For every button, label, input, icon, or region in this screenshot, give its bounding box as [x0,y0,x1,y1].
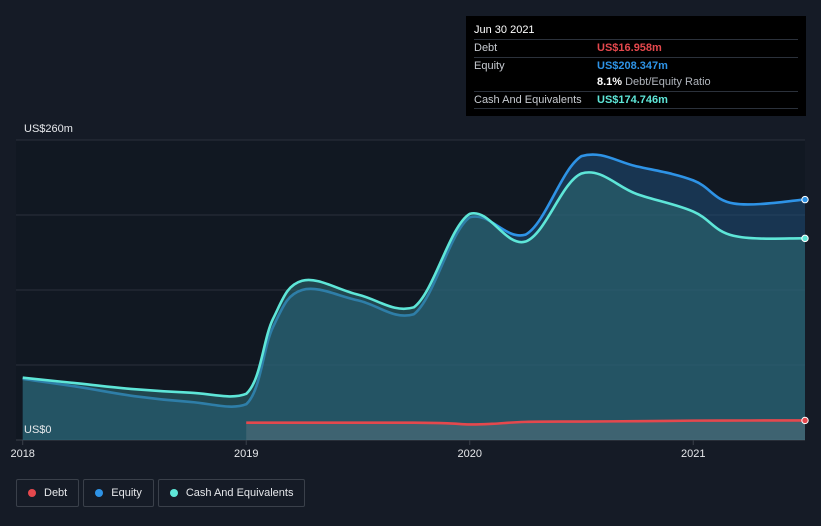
y-tick-label: US$0 [24,424,52,436]
x-tick-label: 2020 [457,448,481,460]
series-end-point-cash-and-equivalents [801,234,809,243]
x-tick-label: 2019 [234,448,258,460]
tooltip-cash-key: Cash And Equivalents [474,93,582,106]
series-line-debt [246,419,806,426]
series-end-point-debt [801,416,809,425]
legend-dot-debt [28,489,36,497]
legend-item-cash[interactable]: Cash And Equivalents [157,479,306,507]
tooltip-ratio: 8.1% Debt/Equity Ratio [597,74,711,91]
tooltip-ratio-label: Debt/Equity Ratio [625,76,711,88]
tooltip-panel: Jun 30 2021 Debt US$16.958m Equity US$20… [466,16,806,116]
legend-label-debt: Debt [44,487,68,499]
legend-label-equity: Equity [111,487,142,499]
tooltip-row-ratio: 8.1% Debt/Equity Ratio [474,74,798,91]
tooltip-cash-value: US$174.746m [597,93,668,106]
series-end-point-equity [801,195,809,204]
tooltip-equity-value: US$208.347m [597,59,668,72]
x-tick-label: 2021 [681,448,705,460]
tooltip-debt-value: US$16.958m [597,42,662,54]
legend-dot-cash [169,489,178,497]
axis-labels: US$260m US$0 2018 2019 2020 2021 [10,123,705,460]
tooltip-row-equity: Equity US$208.347m [474,56,798,75]
chart-legend: Debt Equity Cash And Equivalents [16,479,306,507]
tooltip-date: Jun 30 2021 [474,24,535,36]
x-tick-label: 2018 [10,448,34,460]
tooltip-row-debt: Debt US$16.958m [474,39,798,57]
series-layer [22,153,809,440]
y-tick-label: US$260m [24,123,73,135]
tooltip-equity-key: Equity [474,59,505,72]
tooltip-ratio-value: 8.1% [597,76,623,88]
series-area-cash-and-equivalents [22,172,805,440]
series-area-debt [246,420,806,440]
tooltip-row-cash: Cash And Equivalents US$174.746m [474,90,798,109]
tooltip-debt-key: Debt [474,42,498,54]
legend-item-equity[interactable]: Equity [83,479,154,507]
legend-item-debt[interactable]: Debt [16,479,80,507]
legend-label-cash: Cash And Equivalents [185,487,294,499]
series-line-cash-and-equivalents [22,171,806,398]
legend-dot-equity [95,489,104,497]
